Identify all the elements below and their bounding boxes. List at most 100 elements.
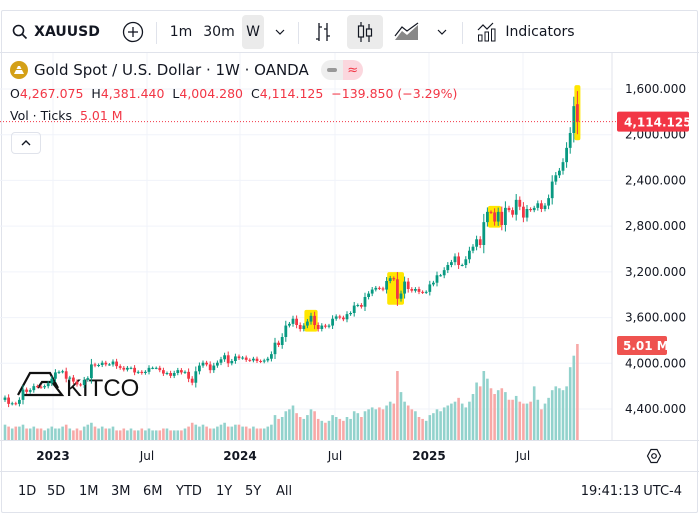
range-all[interactable]: All — [276, 484, 293, 499]
volume-bar — [10, 428, 14, 440]
volume-bar — [122, 428, 126, 440]
candle-body — [57, 371, 61, 373]
volume-bar — [43, 430, 46, 440]
range-5d[interactable]: 5D — [47, 484, 66, 499]
candle-body — [442, 270, 446, 276]
candle-body — [529, 209, 532, 211]
candle-body — [288, 323, 291, 326]
volume-bar — [324, 422, 327, 440]
interval-label: 30m — [203, 24, 235, 40]
volume-bar — [482, 371, 486, 440]
clock-timezone[interactable]: 19:41:13 UTC-4 — [580, 484, 682, 499]
volume-bar — [226, 426, 230, 440]
candle-body — [50, 378, 54, 384]
candle-body — [352, 305, 356, 313]
volume-bar — [370, 407, 374, 440]
volume-bar — [262, 428, 266, 440]
candle-body — [72, 377, 75, 382]
volume-bar — [176, 430, 180, 440]
candle-body — [201, 362, 205, 366]
volume-bar — [57, 428, 61, 440]
volume-bar — [212, 428, 216, 440]
price-tick-label: 1,600.000 — [625, 82, 686, 96]
candle-body — [381, 288, 385, 290]
volume-bar — [493, 394, 496, 440]
volume-bar — [302, 418, 306, 440]
compare-symbol-button[interactable] — [118, 15, 148, 49]
candle-body — [489, 211, 493, 213]
range-5y[interactable]: 5Y — [245, 484, 262, 499]
candle-body — [43, 386, 46, 388]
change-value: −139.850 (−3.29%) — [331, 86, 458, 101]
indicators-label: Indicators — [505, 24, 575, 40]
interval-dropdown[interactable] — [270, 15, 290, 49]
candle-body — [244, 357, 248, 360]
chevron-down-icon — [275, 29, 285, 35]
volume-bar — [313, 411, 316, 440]
range-1y[interactable]: 1Y — [216, 484, 233, 499]
symbol-search-button[interactable]: XAUUSD — [10, 15, 102, 49]
approx-icon[interactable]: ≈ — [342, 60, 363, 80]
time-label: Jul — [515, 449, 531, 463]
volume-bar — [111, 426, 115, 440]
area-style-button[interactable] — [390, 15, 424, 49]
minus-icon[interactable] — [320, 60, 343, 80]
candle-body — [316, 325, 320, 329]
settings-icon[interactable] — [646, 448, 662, 464]
volume-bar — [396, 371, 399, 440]
interval-1m[interactable]: 1m — [166, 15, 196, 49]
volume-bar — [97, 428, 100, 440]
volume-bar — [514, 395, 518, 440]
indicators-button[interactable]: Indicators — [472, 15, 580, 49]
volume-bar — [244, 426, 248, 440]
volume-bar — [320, 420, 324, 440]
legend-toggle[interactable]: ≈ — [320, 60, 363, 80]
volume-bar — [439, 411, 442, 440]
volume-bar — [75, 428, 79, 440]
volume-bar — [410, 409, 414, 440]
range-6m[interactable]: 6M — [143, 484, 163, 499]
candle-body — [504, 207, 507, 225]
candles-style-button[interactable] — [347, 15, 383, 49]
range-3m[interactable]: 3M — [111, 484, 131, 499]
time-label: Jul — [327, 449, 343, 463]
volume-bar — [288, 409, 291, 440]
range-1d[interactable]: 1D — [18, 484, 37, 499]
candle-body — [18, 399, 21, 404]
volume-bar — [414, 411, 417, 440]
volume-bar — [442, 407, 446, 440]
candle-body — [338, 316, 342, 318]
time-axis[interactable]: 2023 Jul 2024 Jul 2025 Jul — [0, 440, 699, 472]
candle-body — [428, 284, 432, 292]
bar-style-button[interactable] — [308, 15, 338, 49]
volume-bar — [277, 418, 280, 440]
candle-body — [28, 390, 32, 392]
candle-body — [140, 371, 144, 373]
candle-body — [93, 364, 97, 366]
range-1m[interactable]: 1M — [79, 484, 99, 499]
candle-body — [576, 104, 579, 122]
price-tick-label: 4,000.000 — [625, 356, 686, 370]
volume-bar — [129, 428, 133, 440]
volume-bar — [352, 411, 356, 440]
candle-body — [21, 389, 25, 400]
volume-bar — [21, 424, 25, 440]
volume-bar — [532, 386, 536, 440]
candle-body — [522, 206, 525, 218]
collapse-legend-button[interactable] — [11, 132, 41, 154]
volume-bar — [280, 417, 284, 440]
volume-bar — [388, 401, 392, 440]
volume-bar — [39, 428, 43, 440]
candle-body — [25, 389, 28, 392]
volume-bar — [46, 428, 50, 440]
range-ytd[interactable]: YTD — [176, 484, 202, 499]
candle-body — [36, 386, 39, 388]
interval-30m[interactable]: 30m — [200, 15, 238, 49]
interval-w[interactable]: W — [242, 15, 264, 49]
price-chart[interactable]: 4,400.000 4,000.000 3,600.000 3,200.000 2,80… — [0, 0, 699, 440]
volume-bar — [144, 430, 147, 440]
chart-style-dropdown[interactable] — [432, 15, 452, 49]
volume-bar — [385, 405, 388, 440]
low-label: L — [172, 86, 180, 101]
candle-body — [432, 282, 435, 285]
